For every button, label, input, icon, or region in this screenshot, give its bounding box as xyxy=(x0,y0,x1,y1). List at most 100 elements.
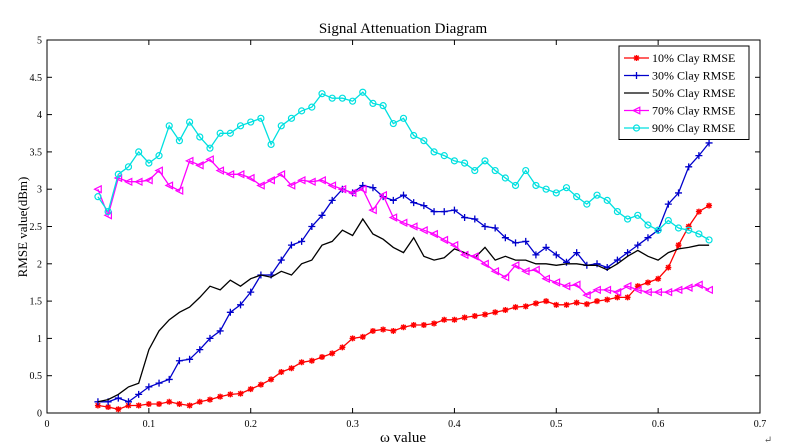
y-tick-label: 3 xyxy=(37,185,42,196)
data-point xyxy=(145,401,152,408)
data-point xyxy=(287,241,295,249)
data-point xyxy=(532,181,540,190)
data-point xyxy=(562,184,571,192)
data-point xyxy=(603,196,611,204)
data-point xyxy=(450,157,459,165)
series-5 xyxy=(94,88,713,244)
y-tick-label: 2.5 xyxy=(30,222,43,233)
data-point xyxy=(166,398,173,405)
data-point xyxy=(511,181,520,190)
data-point xyxy=(215,166,225,175)
data-point xyxy=(328,94,336,102)
data-point xyxy=(563,301,570,308)
data-point xyxy=(226,129,234,137)
data-point xyxy=(329,350,336,357)
data-point xyxy=(673,285,683,295)
data-point xyxy=(317,175,326,185)
data-point xyxy=(471,215,479,223)
data-point xyxy=(174,186,184,195)
y-tick-label: 0 xyxy=(37,409,42,420)
data-point xyxy=(165,122,173,130)
data-point xyxy=(196,398,203,405)
x-axis-label: ω value xyxy=(380,430,426,446)
x-tick-label: 0.1 xyxy=(143,419,156,430)
legend-entry: 10% Clay RMSE xyxy=(624,51,735,65)
data-point xyxy=(695,152,703,160)
data-point xyxy=(491,166,499,175)
data-point xyxy=(94,402,101,409)
data-point xyxy=(410,131,418,140)
data-point xyxy=(369,99,377,108)
data-point xyxy=(369,184,377,192)
series-line xyxy=(97,91,710,241)
data-point xyxy=(583,301,590,308)
data-point xyxy=(104,207,112,216)
data-point xyxy=(420,321,427,328)
data-point xyxy=(184,156,194,166)
data-point xyxy=(633,285,642,295)
data-point xyxy=(308,103,316,111)
data-point xyxy=(532,300,539,307)
data-point xyxy=(277,256,285,264)
data-point xyxy=(196,346,204,354)
data-point xyxy=(573,193,581,201)
ticks: 0 0.1 0.2 0.3 0.4 0.5 0.6 0.7 0 0.5 1 1.5 2 2.5 3 3.5 4 4… xyxy=(30,36,767,431)
data-point xyxy=(227,391,234,398)
data-point xyxy=(572,280,581,289)
data-point xyxy=(297,175,306,185)
data-point xyxy=(481,157,489,165)
data-point xyxy=(562,258,570,266)
data-point xyxy=(602,285,612,295)
data-point xyxy=(512,304,519,311)
x-tick-label: 0 xyxy=(45,419,50,430)
data-point xyxy=(154,166,163,175)
data-point xyxy=(461,159,469,167)
data-point xyxy=(612,287,622,297)
data-point xyxy=(398,218,408,228)
data-point xyxy=(573,249,581,257)
data-point xyxy=(318,90,326,98)
data-point xyxy=(359,88,367,96)
data-point xyxy=(186,402,193,409)
data-point xyxy=(186,355,194,363)
data-point xyxy=(206,396,213,403)
data-point xyxy=(288,365,295,372)
legend-label: 90% Clay RMSE xyxy=(652,121,735,135)
series-line xyxy=(97,142,710,403)
y-tick-label: 0.5 xyxy=(30,371,43,382)
data-point xyxy=(256,181,265,190)
legend-marker xyxy=(633,55,640,61)
data-point xyxy=(380,326,387,333)
data-point xyxy=(582,290,591,300)
data-point xyxy=(246,173,255,183)
data-point xyxy=(176,401,183,408)
series-1 xyxy=(94,202,713,413)
data-point xyxy=(134,177,143,187)
data-point xyxy=(388,213,398,222)
x-tick-label: 0.4 xyxy=(448,419,461,430)
data-point xyxy=(604,296,611,303)
data-point xyxy=(684,283,693,292)
data-point xyxy=(704,285,713,295)
data-point xyxy=(389,196,397,204)
data-point xyxy=(358,184,367,194)
data-point xyxy=(155,379,163,387)
data-point xyxy=(695,208,702,215)
y-tick-label: 4 xyxy=(37,110,42,121)
data-point xyxy=(125,402,132,409)
data-point xyxy=(522,303,529,310)
data-point xyxy=(644,234,652,242)
data-point xyxy=(390,327,397,334)
legend-marker xyxy=(631,106,641,115)
data-point xyxy=(247,118,255,126)
data-point xyxy=(237,301,245,309)
data-point xyxy=(613,207,622,216)
data-point xyxy=(277,122,285,130)
data-point xyxy=(644,221,652,229)
data-point xyxy=(206,334,214,342)
data-point xyxy=(522,166,530,175)
data-point xyxy=(449,240,459,250)
data-point xyxy=(400,324,407,331)
data-point xyxy=(278,368,285,375)
data-point xyxy=(175,137,184,145)
